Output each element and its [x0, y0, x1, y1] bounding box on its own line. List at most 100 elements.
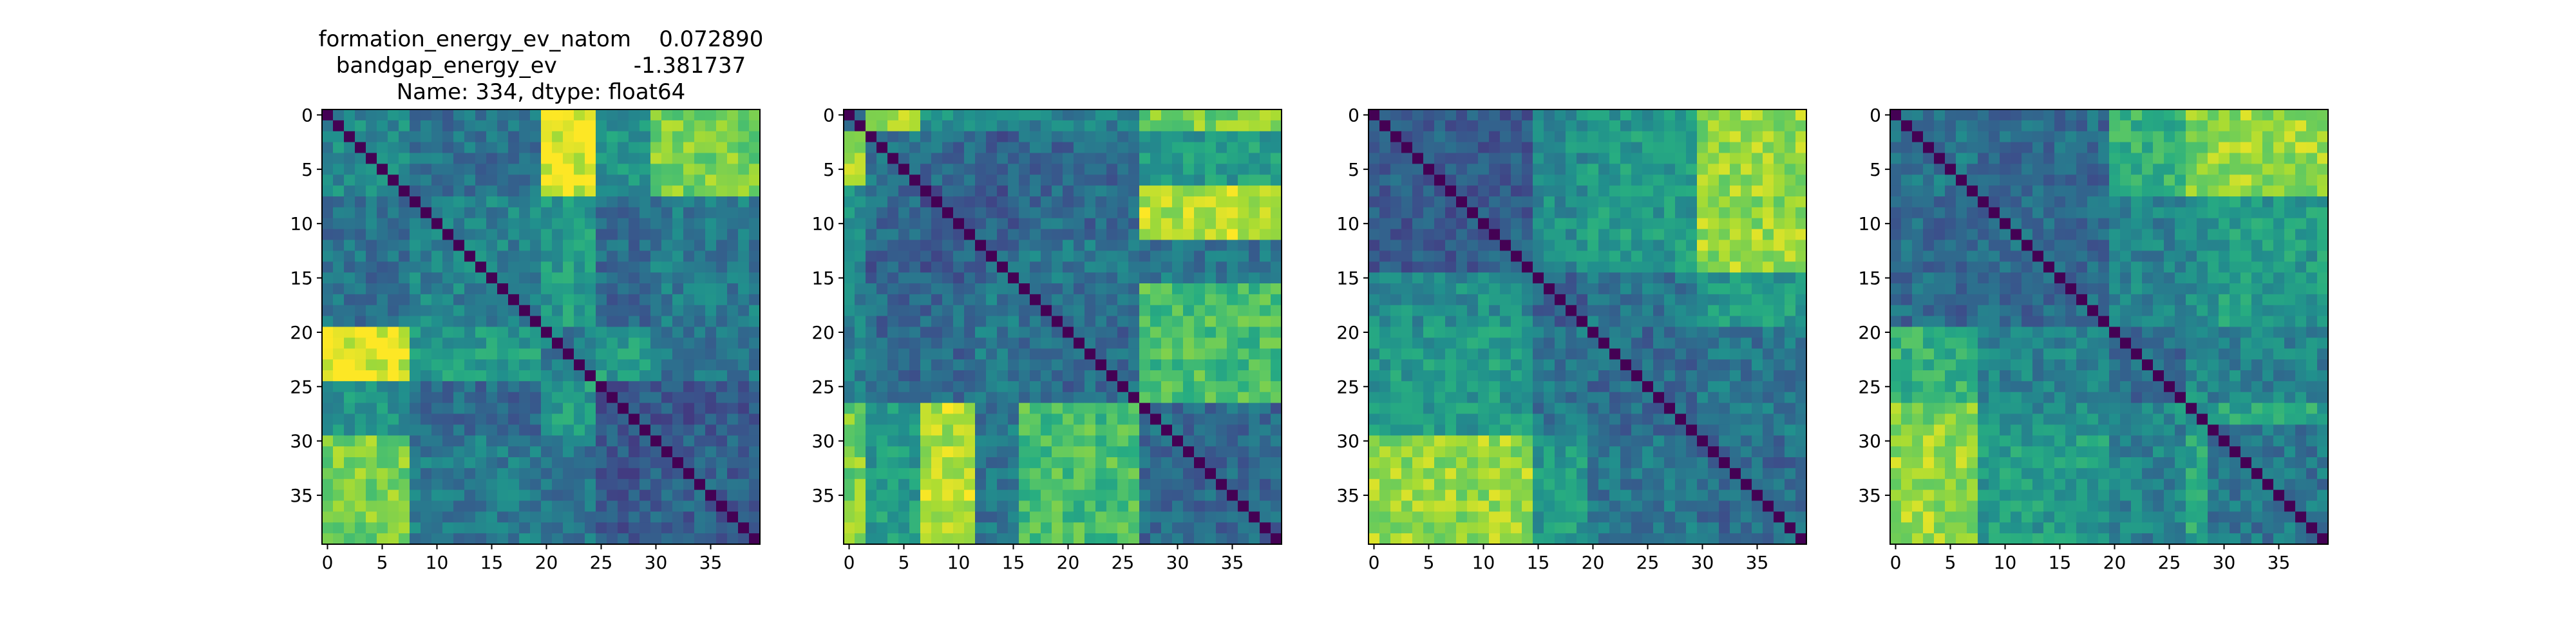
- heatmap-cell: [898, 240, 910, 251]
- heatmap-cell: [1708, 413, 1719, 425]
- heatmap-cell: [1577, 348, 1588, 360]
- heatmap-cell: [366, 489, 377, 502]
- heatmap-cell: [1074, 348, 1085, 360]
- heatmap-cell: [694, 218, 706, 230]
- heatmap-cell: [1271, 413, 1282, 425]
- heatmap-cell: [519, 457, 531, 469]
- heatmap-cell: [333, 218, 345, 230]
- heatmap-cell: [1041, 511, 1052, 523]
- heatmap-cell: [1686, 305, 1698, 317]
- heatmap-cell: [629, 327, 640, 338]
- heatmap-cell: [716, 511, 728, 523]
- heatmap-cell: [1653, 413, 1665, 425]
- heatmap-cell: [866, 294, 877, 306]
- heatmap-cell: [1238, 240, 1249, 251]
- heatmap-cell: [1423, 251, 1435, 262]
- heatmap-cell: [1139, 522, 1151, 534]
- heatmap-cell: [1139, 424, 1151, 436]
- heatmap-cell: [377, 229, 388, 241]
- heatmap-cell: [1752, 120, 1763, 132]
- heatmap-cell: [1227, 218, 1238, 230]
- heatmap-cell: [738, 153, 750, 164]
- heatmap-cell: [1653, 175, 1665, 186]
- heatmap-cell: [920, 533, 932, 545]
- heatmap-cell: [1379, 468, 1391, 480]
- heatmap-cell: [683, 446, 695, 458]
- heatmap-cell: [705, 359, 717, 371]
- heatmap-cell: [1172, 435, 1184, 447]
- heatmap-cell: [1500, 392, 1511, 404]
- heatmap-cell: [1675, 359, 1687, 371]
- heatmap-cell: [1008, 511, 1019, 523]
- heatmap-cell: [749, 153, 761, 164]
- heatmap-cell: [1664, 305, 1676, 317]
- heatmap-cell: [1434, 489, 1446, 502]
- heatmap-cell: [1052, 207, 1063, 219]
- heatmap-cell: [2175, 120, 2186, 132]
- heatmap-cell: [585, 337, 596, 349]
- heatmap-cell: [1598, 283, 1610, 295]
- heatmap-cell: [1609, 153, 1621, 164]
- heatmap-cell: [399, 446, 410, 458]
- heatmap-cell: [1271, 218, 1282, 230]
- heatmap-cell: [399, 175, 410, 186]
- heatmap-cell: [1139, 142, 1151, 154]
- heatmap-cell: [855, 229, 866, 241]
- heatmap-cell: [866, 337, 877, 349]
- heatmap-cell: [574, 261, 585, 273]
- heatmap-cell: [1785, 337, 1796, 349]
- heatmap-cell: [530, 457, 542, 469]
- heatmap-cell: [1609, 489, 1621, 502]
- heatmap-cell: [1752, 164, 1763, 175]
- heatmap-cell: [898, 381, 910, 393]
- heatmap-cell: [964, 500, 976, 512]
- heatmap-cell: [1183, 109, 1195, 121]
- heatmap-cell: [866, 468, 877, 480]
- heatmap-cell: [1161, 131, 1173, 143]
- heatmap-cell: [876, 294, 888, 306]
- heatmap-cell: [1577, 185, 1588, 197]
- heatmap-cell: [866, 316, 877, 328]
- heatmap-cell: [1434, 500, 1446, 512]
- heatmap-cell: [2120, 120, 2132, 132]
- heatmap-cell: [1587, 402, 1599, 415]
- heatmap-cell: [574, 435, 585, 447]
- heatmap-cell: [964, 175, 976, 186]
- heatmap-cell: [1063, 511, 1074, 523]
- heatmap-cell: [1368, 522, 1380, 534]
- heatmap-cell: [388, 164, 399, 175]
- heatmap-cell: [1522, 283, 1533, 295]
- heatmap-cell: [1379, 185, 1391, 197]
- heatmap-cell: [909, 468, 921, 480]
- heatmap-cell: [931, 316, 943, 328]
- heatmap-cell: [399, 478, 410, 491]
- heatmap-cell: [1260, 424, 1271, 436]
- heatmap-cell: [618, 511, 629, 523]
- heatmap-cell: [1741, 196, 1752, 208]
- heatmap-cell: [694, 500, 706, 512]
- heatmap-cell: [1653, 402, 1665, 415]
- heatmap-cell: [421, 327, 432, 338]
- heatmap-cell: [1260, 533, 1271, 545]
- heatmap-cell: [1719, 153, 1730, 164]
- heatmap-cell: [618, 305, 629, 317]
- heatmap-cell: [1117, 489, 1129, 502]
- heatmap-cell: [1150, 164, 1162, 175]
- heatmap-cell: [1795, 522, 1807, 534]
- heatmap-cell: [931, 164, 943, 175]
- heatmap-cell: [1741, 457, 1752, 469]
- heatmap-cell: [650, 348, 662, 360]
- heatmap-cell: [1117, 305, 1129, 317]
- heatmap-cell: [410, 294, 421, 306]
- heatmap-cell: [1774, 316, 1785, 328]
- heatmap-cell: [607, 511, 618, 523]
- heatmap-cell: [1577, 272, 1588, 284]
- heatmap-cell: [596, 142, 607, 154]
- heatmap-cell: [705, 218, 717, 230]
- heatmap-cell: [377, 468, 388, 480]
- heatmap-cell: [986, 229, 998, 241]
- heatmap-cell: [855, 435, 866, 447]
- heatmap-cell: [1172, 294, 1184, 306]
- heatmap-cell: [931, 446, 943, 458]
- heatmap-cell: [475, 413, 487, 425]
